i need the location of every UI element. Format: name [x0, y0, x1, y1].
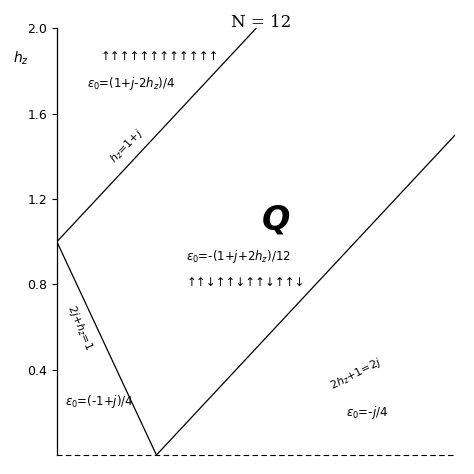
Text: $\varepsilon_0$=(-1+$j$)/4: $\varepsilon_0$=(-1+$j$)/4 [65, 393, 133, 410]
Text: $\varepsilon_0$=-(1+$j$+2$h_z$)/12: $\varepsilon_0$=-(1+$j$+2$h_z$)/12 [186, 248, 292, 265]
Text: 2$h_z$+1=2$j$: 2$h_z$+1=2$j$ [327, 355, 384, 393]
Text: $h_z$=1+$j$: $h_z$=1+$j$ [107, 126, 146, 166]
Text: N = 12: N = 12 [230, 14, 291, 31]
Text: Q: Q [262, 204, 290, 237]
Text: $h_z$: $h_z$ [13, 50, 29, 67]
Text: $\varepsilon_0$=(1+$j$-2$h_z$)/4: $\varepsilon_0$=(1+$j$-2$h_z$)/4 [87, 75, 175, 92]
Text: $\varepsilon_0$=-$j$/4: $\varepsilon_0$=-$j$/4 [346, 404, 388, 421]
Text: 2$j$+$h_z$=1: 2$j$+$h_z$=1 [64, 302, 96, 352]
Text: ↑↑↓↑↑↓↑↑↓↑↑↓: ↑↑↓↑↑↓↑↑↓↑↑↓ [186, 276, 305, 289]
Text: ↑↑↑↑↑↑↑↑↑↑↑↑: ↑↑↑↑↑↑↑↑↑↑↑↑ [100, 50, 219, 63]
